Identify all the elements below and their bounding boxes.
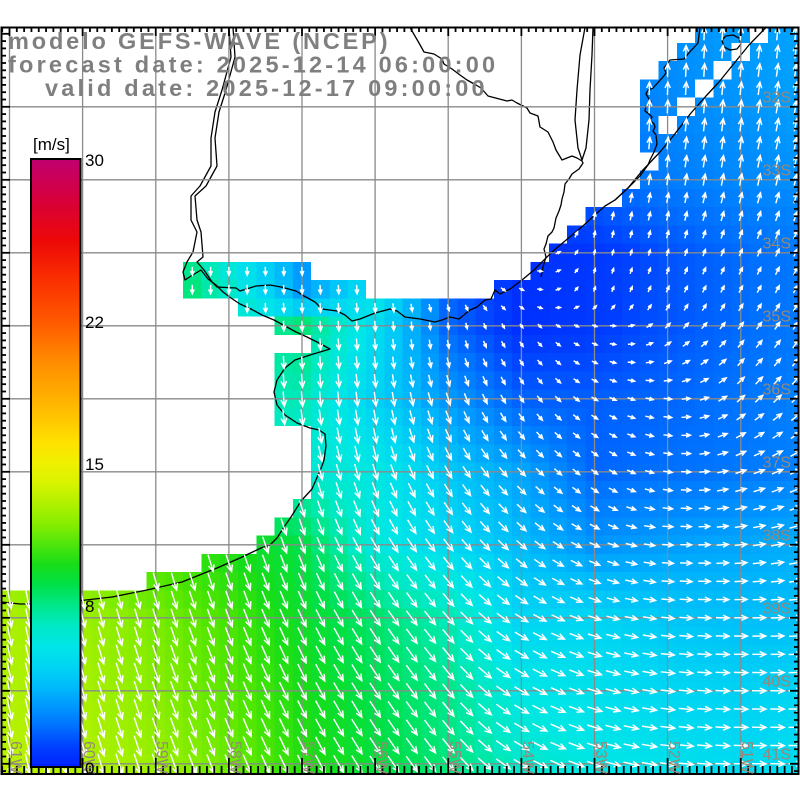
svg-text:modelo GEFS-WAVE (NCEP): modelo GEFS-WAVE (NCEP) <box>8 28 390 54</box>
svg-text:22: 22 <box>85 313 104 332</box>
svg-text:[m/s]: [m/s] <box>33 135 70 154</box>
svg-text:37S: 37S <box>763 454 791 471</box>
svg-text:valid date: 2025-12-17 09:00:0: valid date: 2025-12-17 09:00:00 <box>45 75 488 101</box>
svg-text:40S: 40S <box>763 673 791 690</box>
svg-text:58W: 58W <box>226 741 243 775</box>
svg-text:38S: 38S <box>763 527 791 544</box>
svg-text:35S: 35S <box>763 308 791 325</box>
svg-text:60W: 60W <box>80 741 97 775</box>
svg-text:34S: 34S <box>763 235 791 252</box>
svg-text:forecast date: 2025-12-14 06:0: forecast date: 2025-12-14 06:00:00 <box>8 52 498 78</box>
svg-text:0: 0 <box>85 759 94 778</box>
svg-text:61W: 61W <box>7 741 24 775</box>
svg-text:51W: 51W <box>738 741 755 775</box>
svg-text:54W: 54W <box>519 741 536 775</box>
svg-text:8: 8 <box>85 597 94 616</box>
svg-text:41S: 41S <box>763 746 791 763</box>
svg-text:57W: 57W <box>300 741 317 775</box>
svg-text:55W: 55W <box>446 741 463 775</box>
svg-text:36S: 36S <box>763 381 791 398</box>
svg-text:33S: 33S <box>763 162 791 179</box>
svg-text:53W: 53W <box>592 741 609 775</box>
svg-text:30: 30 <box>85 151 104 170</box>
svg-text:56W: 56W <box>373 741 390 775</box>
svg-text:15: 15 <box>85 455 104 474</box>
svg-text:52W: 52W <box>665 741 682 775</box>
svg-text:32S: 32S <box>763 89 791 106</box>
svg-text:59W: 59W <box>153 741 170 775</box>
svg-text:39S: 39S <box>763 600 791 617</box>
